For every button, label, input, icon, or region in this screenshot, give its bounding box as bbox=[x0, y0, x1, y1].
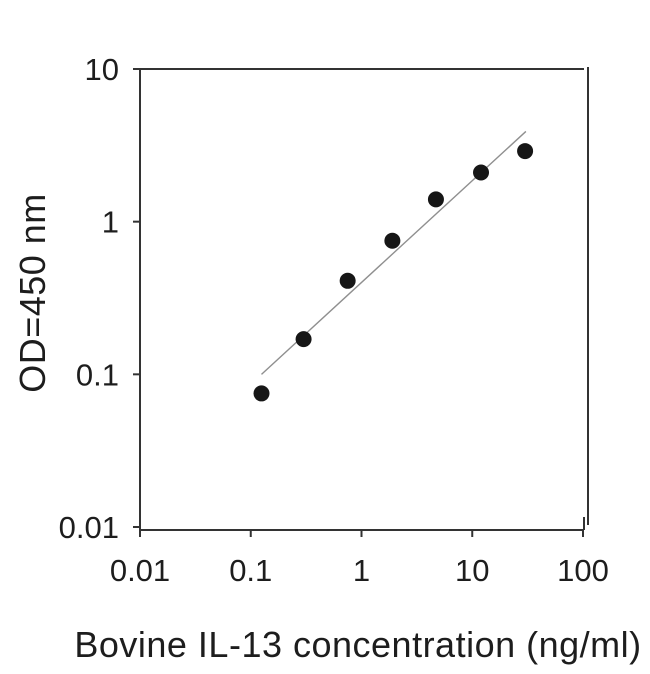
y-tick-label: 0.1 bbox=[76, 357, 119, 392]
data-point bbox=[517, 143, 534, 160]
y-tick-label: 0.01 bbox=[59, 510, 119, 545]
x-tick-label: 100 bbox=[557, 553, 609, 588]
y-tick-label: 1 bbox=[102, 205, 119, 240]
y-axis-title: OD=450 nm bbox=[12, 193, 53, 393]
x-tick-label: 0.1 bbox=[229, 553, 272, 588]
x-axis-title: Bovine IL-13 concentration (ng/ml) bbox=[74, 624, 642, 665]
data-point bbox=[384, 232, 401, 249]
data-point bbox=[473, 164, 490, 181]
x-tick-label: 1 bbox=[353, 553, 370, 588]
data-point bbox=[339, 272, 356, 289]
data-point bbox=[253, 385, 270, 402]
data-point bbox=[427, 191, 444, 208]
y-tick-label: 10 bbox=[85, 52, 119, 87]
data-point bbox=[295, 331, 312, 348]
x-tick-label: 0.01 bbox=[110, 553, 170, 588]
x-tick-label: 10 bbox=[455, 553, 489, 588]
